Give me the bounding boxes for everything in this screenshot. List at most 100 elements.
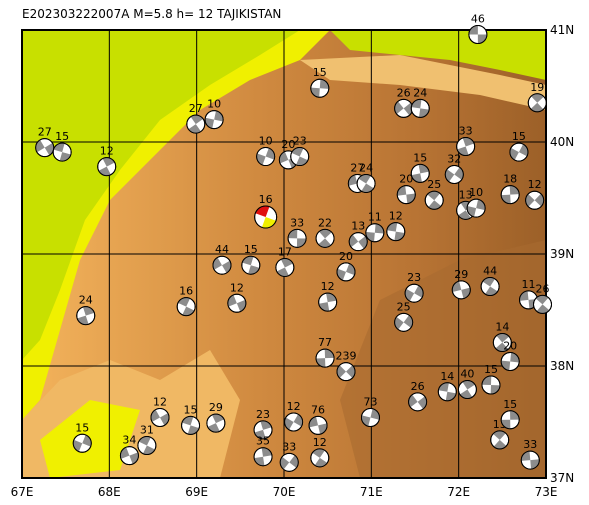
beach-ball xyxy=(520,450,540,470)
beach-ball xyxy=(137,436,157,456)
ball-quadrant xyxy=(418,164,430,174)
depth-label: 25 xyxy=(397,300,411,313)
ball-quadrant xyxy=(496,333,510,343)
ball-rim xyxy=(396,185,416,205)
ball-rim xyxy=(287,228,307,248)
ball-quadrant xyxy=(394,231,405,241)
depth-label: 29 xyxy=(209,401,223,414)
ball-quadrant xyxy=(346,365,356,378)
lat-tick-label: 38N xyxy=(550,359,574,373)
ball-rim xyxy=(365,223,385,243)
ball-rim xyxy=(408,392,428,412)
beach-ball xyxy=(310,448,330,468)
ball-quadrant xyxy=(214,110,224,122)
ball-quadrant xyxy=(493,430,506,440)
ball-quadrant xyxy=(261,447,272,457)
beach-ball xyxy=(500,410,520,430)
ball-quadrant xyxy=(495,342,509,352)
ball-quadrant xyxy=(418,108,430,118)
depth-label: 25 xyxy=(427,178,441,191)
ball-quadrant xyxy=(296,238,307,248)
ball-quadrant xyxy=(358,236,368,249)
ball-rim xyxy=(176,297,196,317)
depth-label: 26 xyxy=(397,86,411,99)
beach-ball xyxy=(456,136,476,156)
ball-rim xyxy=(76,306,96,326)
ball-rim xyxy=(212,255,232,275)
ball-rim xyxy=(206,413,226,433)
ball-rim xyxy=(315,228,335,248)
beach-ball xyxy=(284,412,304,432)
ball-rim xyxy=(227,293,247,313)
ball-rim xyxy=(318,292,338,312)
depth-label: 15 xyxy=(503,398,517,411)
ball-rim xyxy=(253,420,273,440)
depth-label: 27 xyxy=(189,102,203,115)
depth-label: 32 xyxy=(447,152,461,165)
ball-rim xyxy=(444,164,464,184)
beach-ball xyxy=(287,228,307,248)
ball-quadrant xyxy=(403,102,413,116)
beach-ball xyxy=(509,142,529,162)
ball-rim xyxy=(533,294,553,314)
depth-label: 12 xyxy=(287,400,301,413)
beach-ball xyxy=(308,415,328,435)
ball-quadrant xyxy=(403,315,413,328)
ball-rim xyxy=(394,312,414,332)
ball-quadrant xyxy=(284,417,294,430)
ball-quadrant xyxy=(319,229,332,239)
ball-quadrant xyxy=(536,304,550,314)
beach-ball xyxy=(212,255,232,275)
beach-ball xyxy=(490,430,510,450)
ball-quadrant xyxy=(337,365,347,378)
depth-label: 73 xyxy=(363,396,377,409)
ball-quadrant xyxy=(212,257,222,270)
ball-quadrant xyxy=(318,238,332,248)
ball-quadrant xyxy=(438,382,449,392)
lon-tick-label: 70E xyxy=(273,485,296,499)
depth-label: 26 xyxy=(411,380,425,393)
ball-quadrant xyxy=(312,448,325,458)
lon-tick-label: 69E xyxy=(185,485,208,499)
ball-rim xyxy=(256,147,276,167)
beach-ball xyxy=(492,332,512,352)
ball-quadrant xyxy=(159,413,169,426)
ball-quadrant xyxy=(288,229,298,239)
ball-quadrant xyxy=(138,436,151,446)
ball-quadrant xyxy=(276,267,289,277)
depth-label: 15 xyxy=(184,403,198,416)
ball-rim xyxy=(437,382,457,402)
ball-quadrant xyxy=(280,456,290,470)
ball-rim xyxy=(137,436,157,456)
lat-tick-label: 39N xyxy=(550,247,574,261)
beach-ball xyxy=(466,198,486,218)
ball-quadrant xyxy=(150,409,160,422)
ball-quadrant xyxy=(509,185,520,195)
beach-ball xyxy=(348,232,368,252)
depth-label: 12 xyxy=(153,396,167,409)
ball-quadrant xyxy=(221,260,231,273)
ball-quadrant xyxy=(293,414,303,427)
ball-quadrant xyxy=(182,306,195,316)
ball-quadrant xyxy=(254,456,265,466)
beach-ball xyxy=(533,294,553,314)
beach-ball xyxy=(394,98,414,118)
ball-rim xyxy=(186,114,206,134)
depth-label: 12 xyxy=(389,210,403,223)
ball-quadrant xyxy=(510,352,520,363)
ball-rim xyxy=(52,142,72,162)
depth-label: 15 xyxy=(484,363,498,376)
ball-quadrant xyxy=(102,157,115,167)
depth-label: 15 xyxy=(313,66,327,79)
depth-label: 12 xyxy=(313,436,327,449)
ball-quadrant xyxy=(316,358,326,368)
depth-label: 10 xyxy=(259,135,273,148)
beach-ball xyxy=(150,408,170,428)
depth-label: 16 xyxy=(259,193,273,206)
beach-ball xyxy=(97,157,117,177)
ball-quadrant xyxy=(427,191,440,201)
depth-label: 23 xyxy=(293,135,307,148)
ball-rim xyxy=(356,173,376,193)
beach-ball xyxy=(457,380,477,400)
beach-ball xyxy=(72,433,92,453)
